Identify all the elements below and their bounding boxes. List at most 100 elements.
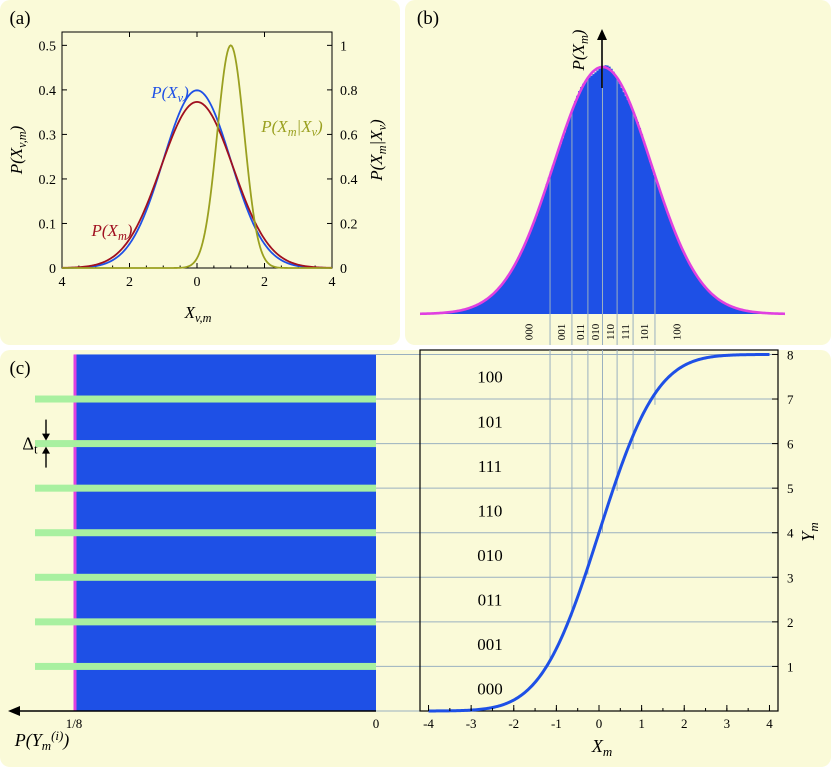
y-tick-label-left: 0.4 xyxy=(39,84,57,99)
y-tick-label-right: 0.4 xyxy=(340,173,358,188)
label-part: |X xyxy=(297,117,313,136)
label-part: v,m xyxy=(195,311,212,325)
y-tick-label-right: 0.8 xyxy=(340,84,358,99)
label-part: |X xyxy=(367,130,386,146)
band-label: 110 xyxy=(478,501,503,520)
label-part: ) xyxy=(62,730,69,751)
panel-a: 4 2 0 2 400.10.20.30.40.500.20.40.60.81P(Xv)… xyxy=(7,8,389,325)
label-part: Y xyxy=(798,530,818,542)
y-tick-label-right: 0 xyxy=(340,262,347,277)
x-tick-label: 2 xyxy=(681,716,688,731)
y-axis-label: Ym xyxy=(798,522,821,541)
series-label-pxm: P(Xm) xyxy=(91,221,133,243)
panel-label-a: (a) xyxy=(9,8,30,29)
threshold-bar xyxy=(35,618,376,626)
threshold-bar xyxy=(35,573,376,581)
bin-label: 100 xyxy=(672,323,684,340)
x-tick-label: 4 xyxy=(59,275,66,290)
threshold-bar xyxy=(35,395,376,403)
band-label: 010 xyxy=(477,546,503,565)
y-tick-label: 5 xyxy=(787,481,794,496)
x-axis-label: Xv,m xyxy=(184,303,212,325)
label-part: t xyxy=(34,442,38,457)
delta-label: Δt xyxy=(22,434,38,457)
x-tick-label: -2 xyxy=(508,716,519,731)
y-tick-label: 7 xyxy=(787,392,794,407)
label-part: ) xyxy=(7,125,26,132)
label-part: v xyxy=(312,125,318,139)
x-tick-label: -3 xyxy=(466,716,477,731)
label-part: ) xyxy=(569,29,588,36)
panel-a-bg xyxy=(0,0,400,345)
band-label: 101 xyxy=(477,412,503,431)
threshold-bar xyxy=(35,440,376,448)
band-label: 001 xyxy=(477,635,503,654)
y-axis-label-right: P(Xm|Xv) xyxy=(367,119,389,182)
y-tick-label: 6 xyxy=(787,437,794,452)
bin-label: 101 xyxy=(639,324,651,341)
x-tick-label: 3 xyxy=(724,716,731,731)
threshold-bar xyxy=(35,529,376,537)
y-tick-label-right: 0.2 xyxy=(340,217,358,232)
x-tick-label: 2 xyxy=(261,275,268,290)
bin-label: 001 xyxy=(556,324,568,341)
band-label: 000 xyxy=(477,680,503,699)
y-tick-label: 8 xyxy=(787,347,794,362)
band-label: 111 xyxy=(478,457,502,476)
label-part: P(X xyxy=(367,154,386,182)
y-axis-arrowhead xyxy=(597,29,607,40)
label-part: ) xyxy=(316,117,323,136)
threshold-bar xyxy=(35,484,376,492)
series-label-pxmxv: P(Xm|Xv) xyxy=(260,117,323,139)
left-axis-label: P(Ym(i)) xyxy=(14,728,70,753)
band-label: 011 xyxy=(478,591,503,610)
label-part: P(X xyxy=(7,147,26,175)
label-part: m xyxy=(375,145,389,154)
label-part: P(Y xyxy=(14,730,44,751)
bin-label: 000 xyxy=(523,323,535,340)
label-part: P(X xyxy=(569,43,588,71)
x-tick-label: 1 xyxy=(638,716,645,731)
panel-label-c: (c) xyxy=(9,358,30,379)
threshold-bar xyxy=(35,662,376,670)
bin-label: 111 xyxy=(620,324,632,340)
label-part: Δ xyxy=(22,434,34,454)
series-line-2 xyxy=(61,101,333,269)
y-tick-label-right: 0.6 xyxy=(340,128,358,143)
y-tick-label-right: 1 xyxy=(340,39,347,54)
x-tick-label: -1 xyxy=(551,716,562,731)
series-label-pxv: P(Xv) xyxy=(150,83,189,105)
label-part: m xyxy=(42,738,51,753)
label-part: m xyxy=(577,35,591,44)
y-tick-label-left: 0.3 xyxy=(39,128,57,143)
y-tick-label: 1 xyxy=(787,659,794,674)
panel-c: 000 001 011 010 110 111 101 100 -4 -3 -2 -1 0 1 2 3 4 1 2 3… xyxy=(8,347,821,759)
label-part: ) xyxy=(182,83,189,102)
y-tick-label: 3 xyxy=(787,570,794,585)
label-part: P(X xyxy=(260,117,288,136)
y-tick-label-left: 0.1 xyxy=(39,217,57,232)
label-part: X xyxy=(184,303,196,322)
x-tick-label: -4 xyxy=(423,716,434,731)
bin-label: 010 xyxy=(590,323,602,340)
series-line-3 xyxy=(62,44,332,269)
y-tick-label: 2 xyxy=(787,615,794,630)
label-part: m xyxy=(288,125,297,139)
label-part: P(X xyxy=(150,83,178,102)
label-part: v xyxy=(178,91,184,105)
label-part: P(X xyxy=(91,221,119,240)
y-axis-label-left: P(Xv,m) xyxy=(7,125,29,175)
label-part: m xyxy=(806,522,821,531)
x-tick-label: 2 xyxy=(126,275,133,290)
label-part: ) xyxy=(126,221,133,240)
panel-label-b: (b) xyxy=(417,8,439,29)
label-part: X xyxy=(591,736,604,756)
label-part: m xyxy=(603,744,612,759)
label-part: (i) xyxy=(51,728,63,743)
delta-arrowhead-down xyxy=(42,433,50,441)
cdf-line xyxy=(428,352,770,713)
panel-b: P(Xm) 000 001 011 010 110 111 101 100 (b) xyxy=(417,8,786,345)
left-axis-arrowhead xyxy=(8,706,20,716)
label-part: v,m xyxy=(15,131,29,148)
